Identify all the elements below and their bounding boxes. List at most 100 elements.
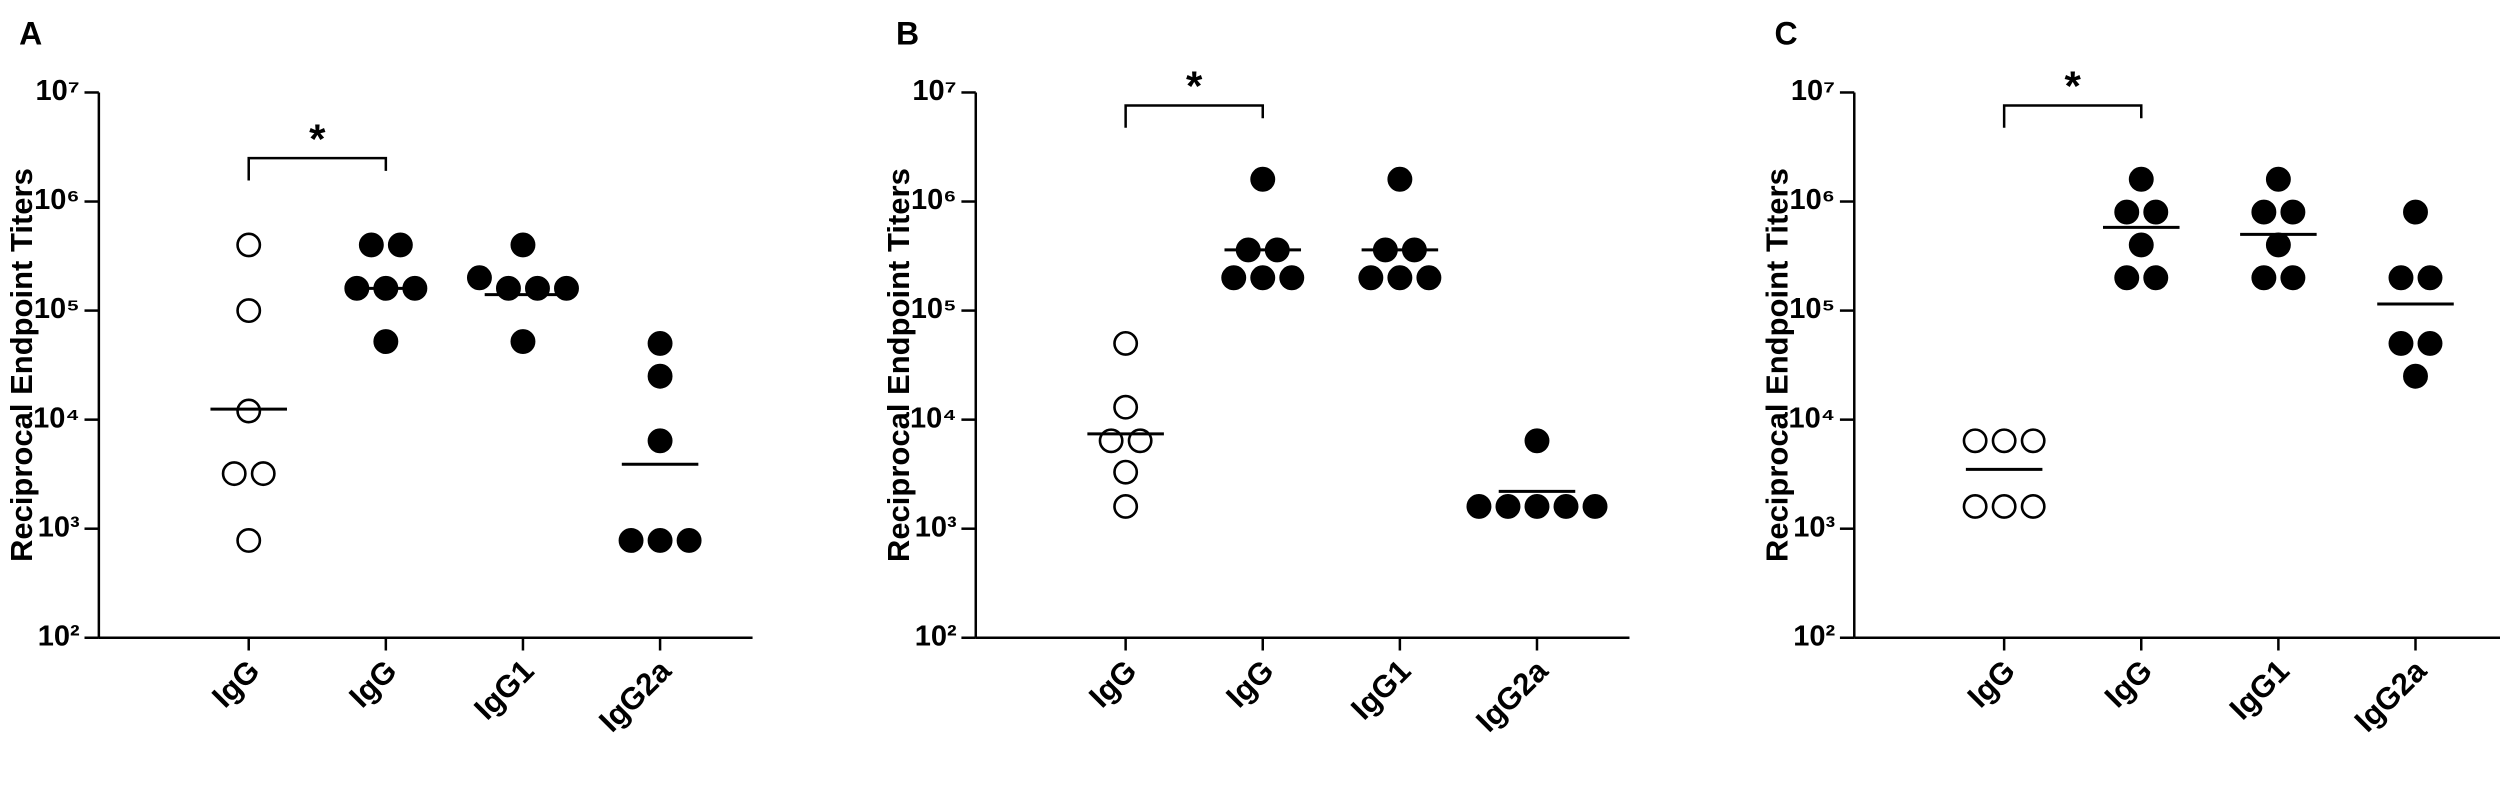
y-tick-label: 10⁵ bbox=[911, 293, 957, 325]
x-tick-label: IgG2a bbox=[1469, 653, 1555, 739]
data-point bbox=[1991, 428, 2017, 454]
x-tick-label: IgG1 bbox=[2223, 653, 2296, 726]
data-point bbox=[647, 363, 673, 389]
data-point bbox=[1962, 493, 1988, 519]
data-point bbox=[2388, 265, 2414, 291]
data-point bbox=[1250, 265, 1276, 291]
data-point bbox=[2265, 166, 2291, 192]
panel: A Reciprocal Endpoint Titers 10² 10³ 10⁴ 10⁵ 1… bbox=[4, 16, 753, 739]
data-point bbox=[1962, 428, 1988, 454]
data-point bbox=[1416, 265, 1442, 291]
significance-star: * bbox=[309, 115, 326, 162]
data-point bbox=[236, 398, 262, 424]
data-point bbox=[1113, 459, 1139, 485]
x-tick-label: IgG bbox=[205, 653, 266, 714]
data-point bbox=[2403, 363, 2428, 389]
data-point bbox=[236, 298, 262, 324]
data-point bbox=[2417, 330, 2443, 356]
data-point bbox=[2020, 428, 2046, 454]
x-tick-label: IgG bbox=[1961, 653, 2022, 714]
data-point bbox=[1582, 493, 1608, 519]
y-tick-label: 10⁶ bbox=[34, 184, 80, 216]
data-point bbox=[1524, 493, 1550, 519]
data-point bbox=[1387, 265, 1413, 291]
data-point bbox=[373, 329, 399, 355]
y-tick-label: 10⁴ bbox=[910, 402, 957, 434]
data-point bbox=[236, 232, 262, 258]
data-point bbox=[647, 528, 673, 553]
data-point bbox=[618, 528, 644, 553]
data-point bbox=[2251, 265, 2277, 291]
data-point bbox=[221, 461, 247, 487]
data-point bbox=[236, 528, 262, 553]
data-point bbox=[1387, 166, 1413, 192]
x-tick-label: IgG1 bbox=[467, 653, 540, 726]
data-point bbox=[1553, 493, 1579, 519]
x-tick-label: IgG bbox=[1082, 653, 1143, 714]
data-point bbox=[2417, 265, 2443, 291]
data-point bbox=[1495, 493, 1521, 519]
data-point bbox=[1358, 265, 1384, 291]
x-tick-label: IgG bbox=[1219, 653, 1280, 714]
panel: B Reciprocal Endpoint Titers 10² 10³ 10⁴ 10⁵ 1… bbox=[881, 16, 1630, 739]
x-tick-label: IgG1 bbox=[1344, 653, 1417, 726]
y-tick-label: 10⁵ bbox=[34, 293, 80, 325]
y-axis-label: Reciprocal Endpoint Titers bbox=[881, 168, 916, 562]
y-axis-label: Reciprocal Endpoint Titers bbox=[1759, 168, 1794, 562]
data-point bbox=[510, 232, 536, 258]
data-point bbox=[466, 265, 492, 291]
data-point bbox=[1250, 166, 1276, 192]
data-point bbox=[2128, 232, 2154, 258]
y-tick-label: 10³ bbox=[1793, 511, 1835, 543]
data-point bbox=[510, 329, 536, 355]
data-point bbox=[2280, 199, 2306, 225]
data-point bbox=[1524, 428, 1550, 454]
data-point bbox=[2280, 265, 2306, 291]
significance-bracket bbox=[2002, 104, 2143, 128]
data-point bbox=[1113, 394, 1139, 420]
data-point bbox=[2265, 232, 2291, 258]
y-tick-label: 10³ bbox=[38, 511, 80, 543]
panel-label: A bbox=[19, 16, 42, 52]
data-point bbox=[2114, 265, 2140, 291]
data-point bbox=[2114, 199, 2140, 225]
y-tick-label: 10⁷ bbox=[912, 75, 956, 107]
data-point bbox=[1991, 493, 2017, 519]
data-point bbox=[1113, 493, 1139, 519]
data-point bbox=[2251, 199, 2277, 225]
y-tick-label: 10⁷ bbox=[35, 75, 79, 107]
data-point bbox=[647, 330, 673, 356]
data-point bbox=[676, 528, 702, 553]
data-point bbox=[387, 232, 413, 258]
y-axis-label: Reciprocal Endpoint Titers bbox=[4, 168, 39, 562]
y-tick-label: 10² bbox=[915, 620, 957, 652]
y-tick-label: 10⁴ bbox=[33, 402, 80, 434]
data-point bbox=[2020, 493, 2046, 519]
y-tick-label: 10² bbox=[38, 620, 80, 652]
y-tick-label: 10⁴ bbox=[1789, 402, 1836, 434]
y-tick-label: 10⁶ bbox=[911, 184, 957, 216]
y-tick-label: 10³ bbox=[915, 511, 957, 543]
significance-bracket bbox=[247, 156, 388, 181]
data-point bbox=[250, 461, 276, 487]
data-point bbox=[1113, 330, 1139, 356]
x-tick-label: IgG2a bbox=[592, 653, 678, 739]
y-tick-label: 10⁵ bbox=[1789, 293, 1835, 325]
data-point bbox=[1466, 493, 1492, 519]
significance-star: * bbox=[1186, 63, 1203, 110]
y-tick-label: 10⁶ bbox=[1790, 184, 1836, 216]
x-tick-label: IgG bbox=[342, 653, 403, 714]
data-point bbox=[2143, 265, 2169, 291]
panel-label: C bbox=[1775, 16, 1798, 52]
panel: C Reciprocal Endpoint Titers 10² 10³ 10⁴ 10⁵ 1… bbox=[1759, 16, 2500, 739]
panel-label: B bbox=[896, 16, 919, 52]
x-tick-label: IgG2a bbox=[2348, 653, 2434, 739]
significance-star: * bbox=[2065, 63, 2082, 110]
y-tick-label: 10⁷ bbox=[1791, 75, 1835, 107]
significance-bracket bbox=[1124, 104, 1265, 128]
data-point bbox=[2403, 199, 2428, 225]
data-point bbox=[647, 428, 673, 454]
data-point bbox=[1279, 265, 1305, 291]
